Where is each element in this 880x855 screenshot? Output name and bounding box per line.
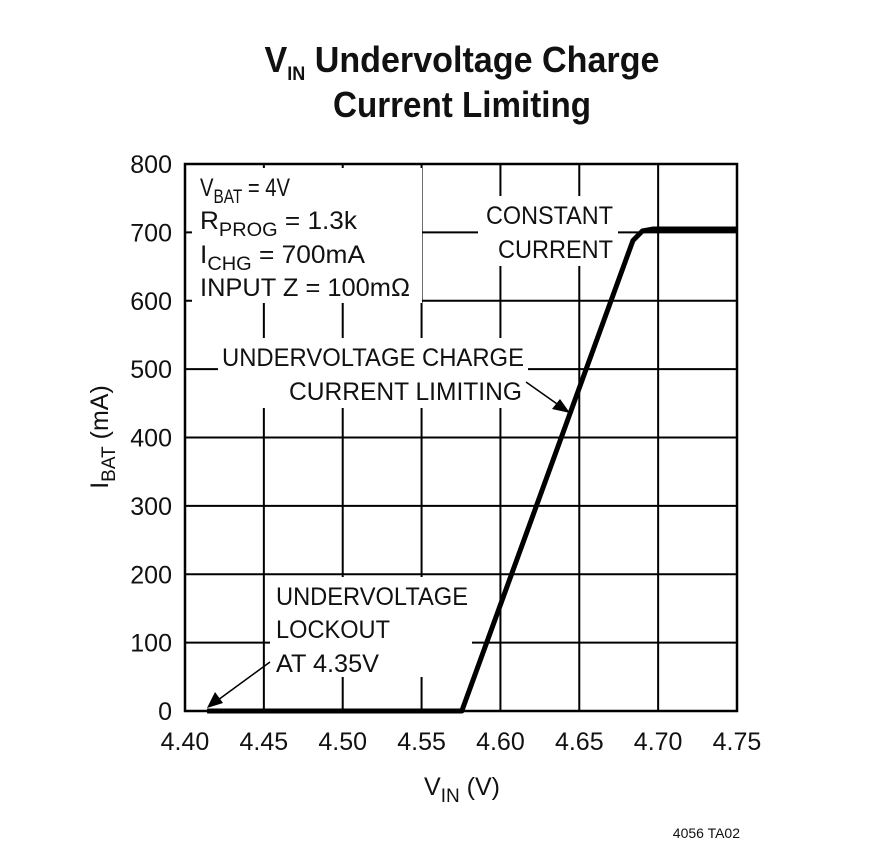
y-tick-label: 200 [130,561,172,589]
svg-text:CURRENT: CURRENT [498,236,613,264]
svg-text:UNDERVOLTAGE: UNDERVOLTAGE [276,583,468,611]
svg-text:CONSTANT: CONSTANT [486,202,613,230]
x-tick-label: 4.50 [318,728,367,756]
x-tick-label: 4.65 [555,728,604,756]
x-tick-label: 4.75 [713,728,762,756]
svg-text:AT 4.35V: AT 4.35V [276,650,379,678]
annotation-constant-current: CONSTANT CURRENT [486,202,613,264]
svg-text:ICHG = 700mA: ICHG = 700mA [200,241,365,275]
tick-labels: 4.40 4.45 4.50 4.55 4.60 4.65 4.70 4.75 0 100 200 3… [130,151,761,756]
x-tick-label: 4.40 [161,728,210,756]
y-tick-label: 300 [130,493,172,521]
y-axis-label: IBAT (mA) [86,385,120,489]
svg-text:RPROG = 1.3k: RPROG = 1.3k [200,207,358,241]
y-tick-label: 700 [130,219,172,247]
conditions: VBAT = 4V RPROG = 1.3k ICHG = 700mA INPU… [200,174,410,302]
svg-text:VBAT = 4V: VBAT = 4V [200,174,290,208]
y-tick-label: 0 [158,698,172,726]
x-axis-label: VIN (V) [424,773,500,807]
x-tick-label: 4.45 [240,728,289,756]
arrow-lockout [207,661,271,708]
x-tick-label: 4.60 [476,728,525,756]
y-tick-label: 100 [130,630,172,658]
footer-code: 4056 TA02 [673,825,740,841]
arrow-limiting [525,381,570,413]
x-tick-label: 4.70 [634,728,683,756]
svg-text:INPUT Z = 100mΩ: INPUT Z = 100mΩ [200,274,410,302]
svg-text:CURRENT LIMITING: CURRENT LIMITING [289,378,522,406]
annotation-lockout: UNDERVOLTAGE LOCKOUT AT 4.35V [276,583,468,678]
plot-frame [183,162,739,713]
chart-title-line2: Current Limiting [333,84,591,125]
x-tick-label: 4.55 [397,728,446,756]
y-tick-label: 400 [130,425,172,453]
chart-title-line1: VIN Undervoltage Charge [265,39,660,85]
y-tick-label: 600 [130,288,172,316]
annotation-undervoltage-limiting: UNDERVOLTAGE CHARGE CURRENT LIMITING [222,344,524,406]
svg-text:UNDERVOLTAGE CHARGE: UNDERVOLTAGE CHARGE [222,344,524,372]
y-tick-label: 800 [130,151,172,179]
y-tick-label: 500 [130,356,172,384]
svg-text:LOCKOUT: LOCKOUT [276,616,390,644]
